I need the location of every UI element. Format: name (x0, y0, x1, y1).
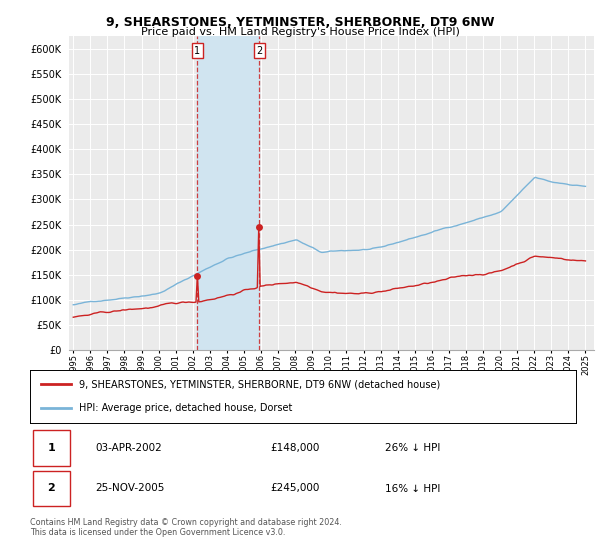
FancyBboxPatch shape (33, 470, 70, 506)
Text: £148,000: £148,000 (270, 443, 320, 453)
Text: 16% ↓ HPI: 16% ↓ HPI (385, 483, 440, 493)
Text: 9, SHEARSTONES, YETMINSTER, SHERBORNE, DT9 6NW (detached house): 9, SHEARSTONES, YETMINSTER, SHERBORNE, D… (79, 380, 440, 390)
FancyBboxPatch shape (33, 430, 70, 466)
Text: 1: 1 (194, 45, 200, 55)
Text: 03-APR-2002: 03-APR-2002 (95, 443, 162, 453)
Text: HPI: Average price, detached house, Dorset: HPI: Average price, detached house, Dors… (79, 403, 293, 413)
Text: Contains HM Land Registry data © Crown copyright and database right 2024.
This d: Contains HM Land Registry data © Crown c… (30, 518, 342, 538)
Text: 25-NOV-2005: 25-NOV-2005 (95, 483, 165, 493)
Text: 2: 2 (256, 45, 262, 55)
Text: Price paid vs. HM Land Registry's House Price Index (HPI): Price paid vs. HM Land Registry's House … (140, 27, 460, 37)
Text: £245,000: £245,000 (270, 483, 320, 493)
Bar (197, 36, 259, 350)
Text: 26% ↓ HPI: 26% ↓ HPI (385, 443, 440, 453)
Text: 9, SHEARSTONES, YETMINSTER, SHERBORNE, DT9 6NW: 9, SHEARSTONES, YETMINSTER, SHERBORNE, D… (106, 16, 494, 29)
Text: 2: 2 (47, 483, 55, 493)
Text: 1: 1 (47, 443, 55, 453)
